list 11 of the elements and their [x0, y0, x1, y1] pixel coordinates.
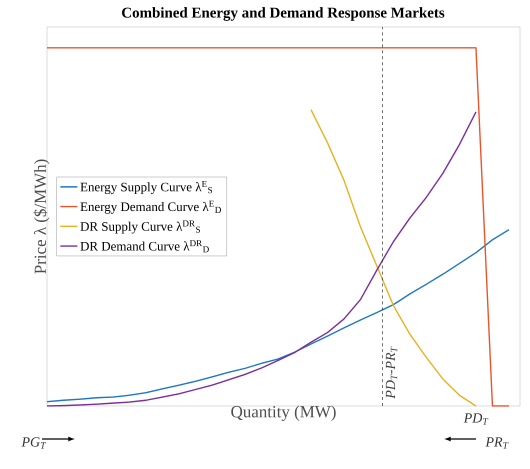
- text: PR$_{T}$: [485, 437, 509, 449]
- y-axis-title: Price λ ($/MWh): [34, 160, 50, 274]
- chart-title: Combined Energy and Demand Response Markets: [122, 7, 444, 21]
- legend-label: DR Demand Curve λ$^{DR}$D: [80, 240, 209, 252]
- legend-label: Energy Demand Curve λ$^{E}$D: [80, 200, 221, 214]
- x-axis-title: Quantity (MW): [231, 406, 336, 421]
- text: PD$_{T}$: [464, 413, 488, 425]
- legend-label: Energy Supply Curve λ$^{E}$S: [80, 180, 212, 194]
- text: PG$_{T}$: [21, 437, 46, 449]
- legend-label: DR Supply Curve λ$^{DR}$S: [80, 220, 200, 234]
- annotation: PD$_{T}$-PR$_{T}$: [386, 346, 398, 399]
